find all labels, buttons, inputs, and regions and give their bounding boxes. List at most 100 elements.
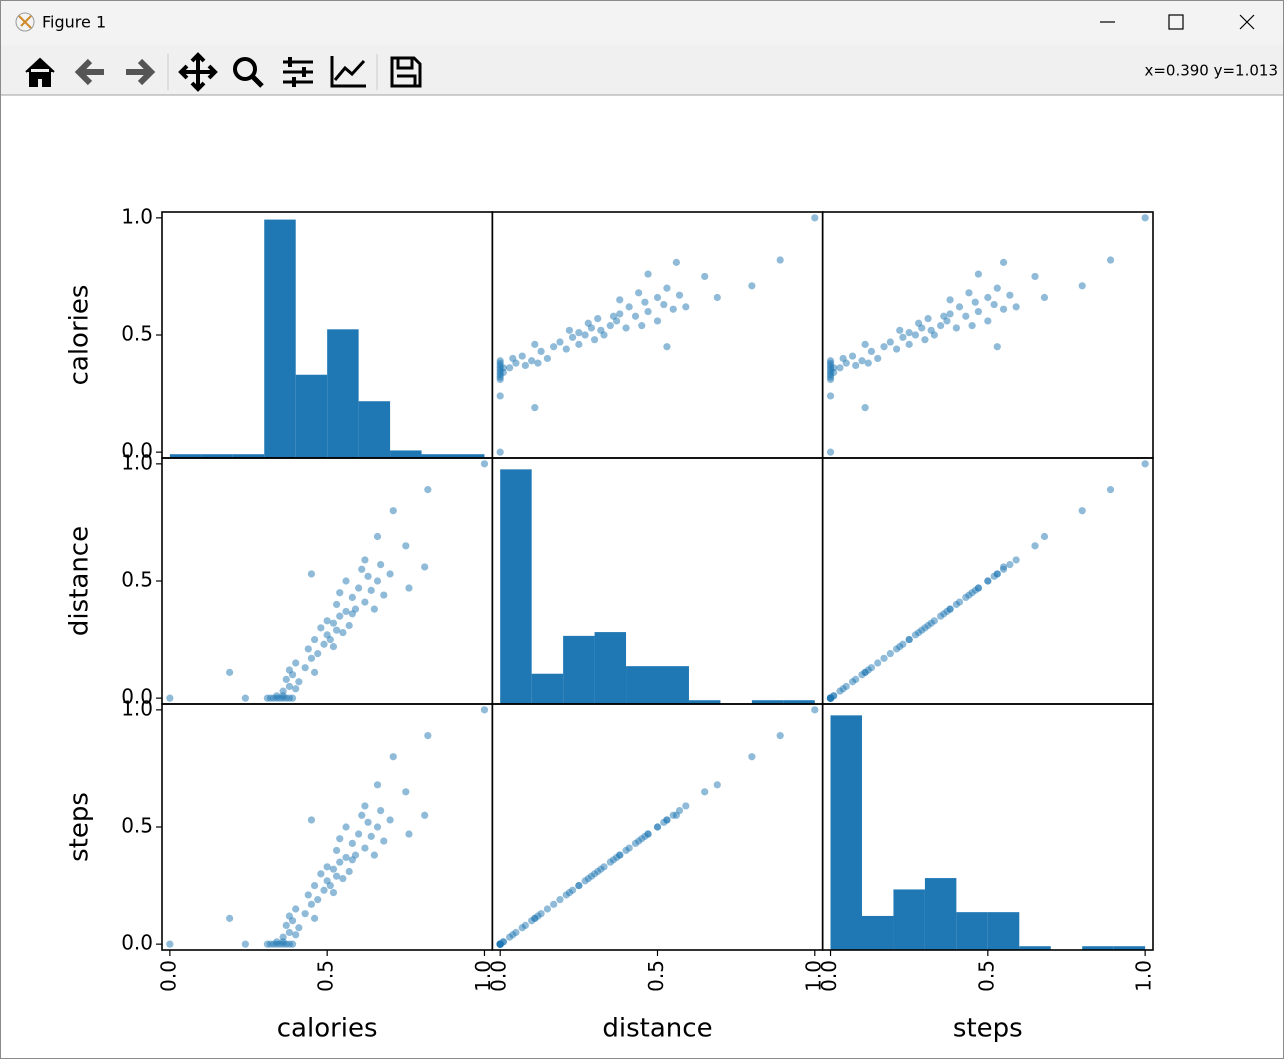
scatter-point xyxy=(971,586,979,594)
scatter-point xyxy=(600,331,608,339)
scatter-point xyxy=(405,584,413,592)
scatter-point xyxy=(307,654,316,662)
scatter-point xyxy=(713,781,721,789)
scatter-point xyxy=(993,570,1001,578)
scatter-point xyxy=(867,664,876,672)
scatter-point xyxy=(609,312,618,320)
x-tick-label: 1.0 xyxy=(801,960,825,992)
scatter-point xyxy=(644,307,652,316)
scatter-point xyxy=(301,910,309,918)
scatter-point xyxy=(811,706,819,714)
scatter-point xyxy=(537,347,545,355)
scatter-point xyxy=(830,692,838,700)
back-button[interactable] xyxy=(74,58,104,86)
x-tick-label: 0.0 xyxy=(817,960,841,992)
scatter-point xyxy=(373,823,382,831)
scatter-point xyxy=(531,340,539,348)
hist-bar xyxy=(531,673,564,704)
scatter-point xyxy=(609,856,618,864)
scatter-point xyxy=(1040,293,1049,302)
scatter-point xyxy=(915,319,923,327)
scatter-point xyxy=(968,322,976,330)
scatter-point xyxy=(682,802,690,810)
scatter-point xyxy=(273,938,281,946)
scatter-point xyxy=(345,867,353,876)
scatter-point xyxy=(653,293,662,302)
scatter-point xyxy=(339,628,347,637)
app-icon-mark xyxy=(18,15,32,29)
hist-bar xyxy=(688,700,721,704)
scatter-point xyxy=(594,867,602,876)
scatter-point xyxy=(616,310,624,318)
scatter-point xyxy=(285,666,294,674)
scatter-point xyxy=(864,359,872,367)
scatter-point xyxy=(402,542,410,550)
scatter-point xyxy=(509,354,517,363)
scatter-point xyxy=(1012,303,1020,311)
scatter-point xyxy=(373,577,382,585)
scatter-point xyxy=(295,678,303,686)
scatter-point xyxy=(905,635,913,644)
hist-bar xyxy=(861,915,894,950)
home-button[interactable] xyxy=(25,57,55,87)
scatter-point xyxy=(899,333,907,341)
zoom-button[interactable] xyxy=(233,57,257,81)
scatter-point xyxy=(550,343,558,351)
scatter-point xyxy=(999,258,1008,266)
hist-bar xyxy=(563,635,595,704)
scatter-point xyxy=(575,329,583,337)
scatter-point xyxy=(496,357,504,365)
panel xyxy=(821,703,1154,951)
scatter-point xyxy=(333,600,341,609)
hist-bar xyxy=(500,469,532,704)
scatter-point xyxy=(1006,291,1014,299)
scatter-point xyxy=(292,905,300,913)
scatter-point xyxy=(531,914,539,922)
x-axis-label: distance xyxy=(602,1014,712,1044)
scatter-point xyxy=(496,392,504,400)
scatter-point xyxy=(314,650,322,658)
panel xyxy=(161,211,494,459)
forward-button[interactable] xyxy=(126,58,156,86)
scatter-point xyxy=(896,326,904,334)
pan-button[interactable] xyxy=(178,52,218,92)
scatter-point xyxy=(1078,507,1086,515)
scatter-point xyxy=(568,333,577,341)
scatter-point xyxy=(531,404,539,412)
scatter-point xyxy=(342,823,350,831)
hist-bar xyxy=(264,219,296,458)
scatter-point xyxy=(424,732,432,740)
scatter-point xyxy=(616,851,624,859)
hist-bar xyxy=(421,454,454,458)
scatter-point xyxy=(616,296,624,304)
scatter-point xyxy=(682,303,690,311)
scatter-point xyxy=(370,851,378,859)
scatter-point xyxy=(348,593,356,602)
scatter-point xyxy=(974,270,982,278)
scatter-point xyxy=(323,617,331,625)
save-button[interactable] xyxy=(390,56,422,88)
close-button[interactable] xyxy=(1239,14,1255,30)
maximize-button[interactable] xyxy=(1168,14,1184,30)
scatter-point xyxy=(361,844,369,852)
scatter-point xyxy=(826,392,835,400)
scatter-point xyxy=(946,296,954,304)
scatter-point xyxy=(317,624,325,632)
scatter-point xyxy=(518,924,526,932)
y-axis-label: steps xyxy=(65,792,95,862)
scatter-point xyxy=(701,788,709,796)
scatter-point xyxy=(713,293,721,302)
scatter-point xyxy=(166,694,174,702)
scatter-point xyxy=(565,889,574,897)
scatter-point xyxy=(226,668,234,676)
scatter-point xyxy=(528,357,536,365)
scatter-point xyxy=(748,282,756,290)
configure-button-knobs xyxy=(288,57,306,87)
scatter-point xyxy=(594,315,602,323)
scatter-point xyxy=(672,258,680,266)
scatter-point xyxy=(386,570,394,578)
scatter-point xyxy=(226,914,234,922)
scatter-point xyxy=(342,577,350,585)
axes-button[interactable] xyxy=(330,56,366,88)
